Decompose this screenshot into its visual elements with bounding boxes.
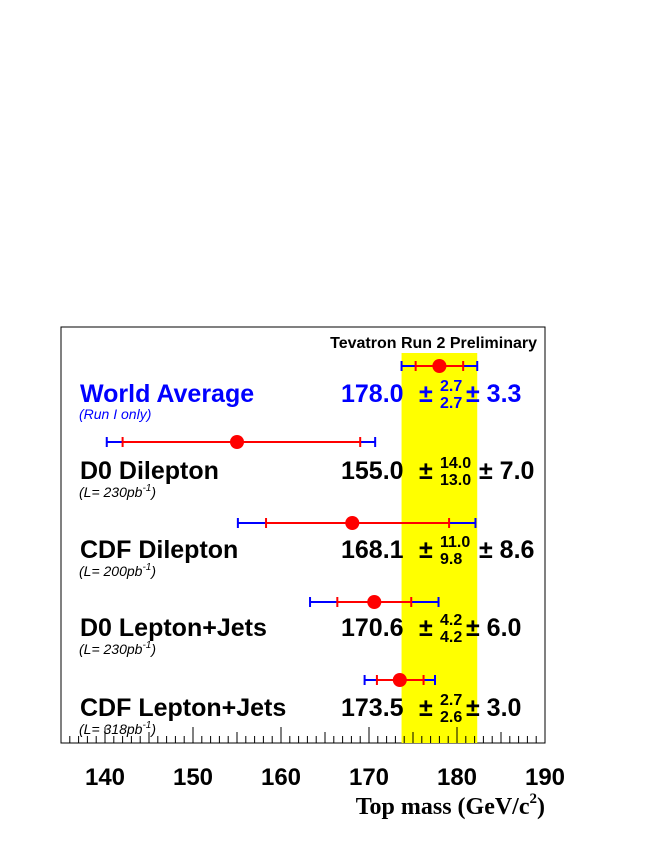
row-sublabel-sup: -1 [142, 483, 151, 494]
row-value-pm: ± [419, 380, 433, 408]
row-value: 170.6 ±4.24.2 ± 6.0 [341, 612, 521, 646]
row-value-central: 155.0 [341, 457, 404, 485]
x-axis-label-text: Top mass (GeV/c [356, 794, 530, 820]
row-value-pm: ± [419, 457, 433, 485]
x-tick-label: 140 [85, 764, 125, 791]
row-labels: World Average(Run I only)178.0 ±2.72.7 ± 3… [79, 378, 534, 737]
row-syst: ± 6.0 [466, 614, 521, 642]
row-stat-down: 2.7 [440, 395, 462, 412]
x-tick-label: 190 [525, 764, 565, 791]
row-sublabel-text: (L= 318pb [79, 721, 143, 737]
row-syst: ± 3.0 [466, 694, 521, 722]
row-name: World Average [80, 380, 254, 408]
row-sublabel: (L= 318pb-1) [79, 720, 156, 737]
x-axis-label-close: ) [537, 794, 545, 820]
row-stat-down: 4.2 [440, 629, 462, 646]
data-points [230, 359, 447, 687]
row-value: 178.0 ±2.72.7 ± 3.3 [341, 378, 521, 412]
row-value-central: 168.1 [341, 536, 404, 564]
row-syst: ± 3.3 [466, 380, 521, 408]
data-point [432, 359, 447, 373]
row-sublabel-sup: -1 [142, 640, 151, 651]
row-name: CDF Lepton+Jets [80, 694, 286, 722]
plot-frame [60, 326, 546, 744]
row-name: CDF Dilepton [80, 536, 238, 564]
row-sublabel: (L= 230pb-1) [79, 483, 156, 500]
row-sublabel-text: (L= 230pb [79, 484, 143, 500]
chart-title: Tevatron Run 2 Preliminary [330, 335, 537, 352]
x-tick-label: 170 [349, 764, 389, 791]
data-point [392, 673, 407, 687]
row-stat-up: 4.2 [440, 612, 462, 629]
data-point [367, 595, 382, 609]
row-stat-down: 2.6 [440, 709, 462, 726]
row-syst: ± 8.6 [479, 536, 534, 564]
row-stat-down: 9.8 [440, 551, 462, 568]
row-value: 173.5 ±2.72.6 ± 3.0 [341, 692, 521, 726]
row-sublabel-sup: -1 [142, 562, 151, 573]
row-stat-up: 11.0 [440, 534, 470, 551]
row-value-central: 178.0 [341, 380, 404, 408]
row-value-central: 173.5 [341, 694, 404, 722]
row-sublabel-close: ) [149, 563, 156, 579]
row-stat-up: 2.7 [440, 692, 462, 709]
row-value: 168.1 ±11.09.8 ± 8.6 [341, 534, 534, 568]
x-axis: 140 150 160 170 180 190 [60, 727, 565, 791]
data-point [345, 516, 360, 530]
x-tick-label: 150 [173, 764, 213, 791]
row-sublabel: (Run I only) [79, 406, 151, 422]
x-axis-label-sup: 2 [530, 791, 538, 807]
row-sublabel: (L= 230pb-1) [79, 640, 156, 657]
row-name: D0 Dilepton [80, 457, 219, 485]
row-sublabel-close: ) [149, 721, 156, 737]
row-sublabel: (L= 200pb-1) [79, 562, 156, 579]
row-stat-down: 13.0 [440, 472, 471, 489]
world-average-band [401, 353, 478, 743]
data-point [230, 435, 244, 449]
row-stat-up: 14.0 [440, 455, 471, 472]
row-value-pm: ± [419, 694, 433, 722]
row-sublabel-text: (L= 230pb [79, 641, 143, 657]
row-sublabel-text: (L= 200pb [79, 563, 143, 579]
row-syst: ± 7.0 [479, 457, 534, 485]
x-tick-label: 180 [437, 764, 477, 791]
row-value-pm: ± [419, 536, 433, 564]
row-value-pm: ± [419, 614, 433, 642]
row-value-central: 170.6 [341, 614, 404, 642]
x-axis-label: Top mass (GeV/c2) [356, 791, 545, 820]
x-tick-label: 160 [261, 764, 301, 791]
row-sublabel-close: ) [149, 641, 156, 657]
row-sublabel-sup: -1 [142, 720, 151, 731]
row-stat-up: 2.7 [440, 378, 462, 395]
row-value: 155.0 ±14.013.0 ± 7.0 [341, 455, 534, 489]
row-sublabel-close: ) [149, 484, 156, 500]
row-name: D0 Lepton+Jets [80, 614, 267, 642]
row-sublabel-text: (Run I only) [79, 406, 151, 422]
